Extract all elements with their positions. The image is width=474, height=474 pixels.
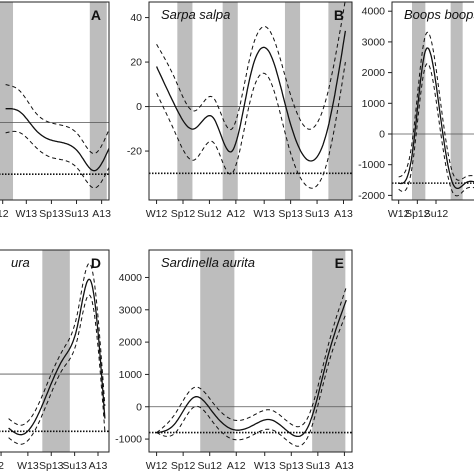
plot-area bbox=[0, 250, 109, 452]
panel-2: 40 20 0 -20 W12 Sp12 Su12 A12 W13 Sp13 Su13 A13 Sarp… bbox=[127, 1, 353, 220]
x-tick-label: W13 bbox=[254, 460, 276, 472]
x-tick-label: Sp12 bbox=[171, 208, 196, 220]
y-tick-label: 4000 bbox=[362, 6, 386, 18]
species-name: Sarpa salpa bbox=[161, 7, 230, 22]
confidence-band-curve bbox=[5, 130, 109, 189]
confidence-band-curve bbox=[398, 63, 474, 197]
panel-frame bbox=[148, 249, 353, 453]
x-tick-label: A13 bbox=[334, 208, 353, 220]
y-tick-label: 2000 bbox=[119, 337, 143, 349]
species-name: ura bbox=[11, 255, 30, 270]
shaded-season-band bbox=[222, 2, 238, 200]
shaded-season-band bbox=[0, 2, 14, 200]
x-tick-label: W12 bbox=[146, 208, 168, 220]
x-tick-label: Sp12 bbox=[405, 208, 430, 220]
x-tick-label: Su13 bbox=[64, 208, 89, 220]
y-tick-label: -20 bbox=[127, 146, 142, 158]
shaded-season-band bbox=[200, 250, 235, 452]
confidence-band-curve bbox=[398, 31, 474, 181]
x-tick-label: W12 bbox=[146, 460, 168, 472]
x-tick-label: Su13 bbox=[62, 460, 87, 472]
x-tick-label: A13 bbox=[92, 208, 111, 220]
fitted-curve bbox=[8, 278, 106, 436]
panel-letter: B bbox=[334, 7, 344, 23]
x-tick-label: A12 bbox=[227, 460, 246, 472]
plot-area bbox=[149, 250, 352, 452]
y-tick-label: 2000 bbox=[362, 67, 386, 79]
x-tick-label: A12 bbox=[227, 208, 246, 220]
panel-frame bbox=[391, 1, 474, 201]
fitted-curve bbox=[5, 108, 109, 172]
fitted-curve bbox=[398, 47, 474, 190]
confidence-band-curve bbox=[156, 2, 346, 131]
shaded-season-band bbox=[328, 2, 352, 200]
x-tick-label: A13 bbox=[335, 460, 354, 472]
y-tick-label: 3000 bbox=[362, 36, 386, 48]
panel-letter: D bbox=[91, 255, 101, 271]
x-tick-label: Su13 bbox=[305, 208, 330, 220]
x-tick-label: W13 bbox=[17, 460, 39, 472]
y-tick-label: 40 bbox=[130, 12, 142, 24]
plot-area bbox=[392, 2, 474, 200]
panel-frame bbox=[148, 1, 353, 201]
x-tick-label: A13 bbox=[89, 460, 108, 472]
panel-letter: E bbox=[335, 255, 344, 271]
x-tick-label: Sp13 bbox=[39, 208, 64, 220]
y-tick-label: -2000 bbox=[358, 190, 385, 202]
y-tick-label: -1000 bbox=[115, 434, 142, 446]
y-tick-label: 20 bbox=[130, 57, 142, 69]
y-tick-label: 1000 bbox=[119, 369, 143, 381]
panel-letter: A bbox=[91, 7, 101, 23]
x-tick-label: 2 bbox=[0, 460, 4, 472]
x-tick-label: 12 bbox=[0, 208, 9, 220]
y-tick-label: -1000 bbox=[358, 159, 385, 171]
y-tick-label: 4000 bbox=[119, 272, 143, 284]
species-name: Boops boops bbox=[404, 7, 474, 22]
x-tick-label: Sp13 bbox=[278, 208, 303, 220]
fitted-curve bbox=[156, 299, 347, 438]
y-tick-label: 0 bbox=[136, 401, 142, 413]
x-tick-label: Sp12 bbox=[171, 460, 196, 472]
panel-frame bbox=[0, 249, 110, 453]
y-tick-label: 0 bbox=[379, 129, 385, 141]
x-tick-label: W13 bbox=[253, 208, 275, 220]
plot-area bbox=[149, 2, 352, 200]
species-name: Sardinella aurita bbox=[161, 255, 255, 270]
panel-frame bbox=[0, 1, 110, 201]
confidence-band-curve bbox=[5, 84, 109, 154]
x-tick-label: Su12 bbox=[197, 460, 222, 472]
x-tick-label: W13 bbox=[16, 208, 38, 220]
x-tick-label: Su12 bbox=[424, 208, 449, 220]
fitted-curve bbox=[156, 30, 347, 162]
y-tick-label: 3000 bbox=[119, 304, 143, 316]
confidence-band-curve bbox=[156, 287, 347, 433]
x-tick-label: Sp13 bbox=[279, 460, 304, 472]
x-tick-label: Sp13 bbox=[39, 460, 64, 472]
confidence-band-curve bbox=[156, 312, 347, 447]
plot-area bbox=[0, 2, 109, 200]
x-tick-label: Su13 bbox=[306, 460, 331, 472]
shaded-season-band bbox=[42, 250, 70, 452]
y-tick-label: 1000 bbox=[362, 98, 386, 110]
x-tick-label: W12 bbox=[388, 208, 410, 220]
shaded-season-band bbox=[450, 2, 463, 200]
shaded-season-band bbox=[89, 2, 107, 200]
y-tick-label: 0 bbox=[136, 101, 142, 113]
confidence-band-curve bbox=[156, 62, 346, 189]
x-tick-label: Su12 bbox=[197, 208, 222, 220]
